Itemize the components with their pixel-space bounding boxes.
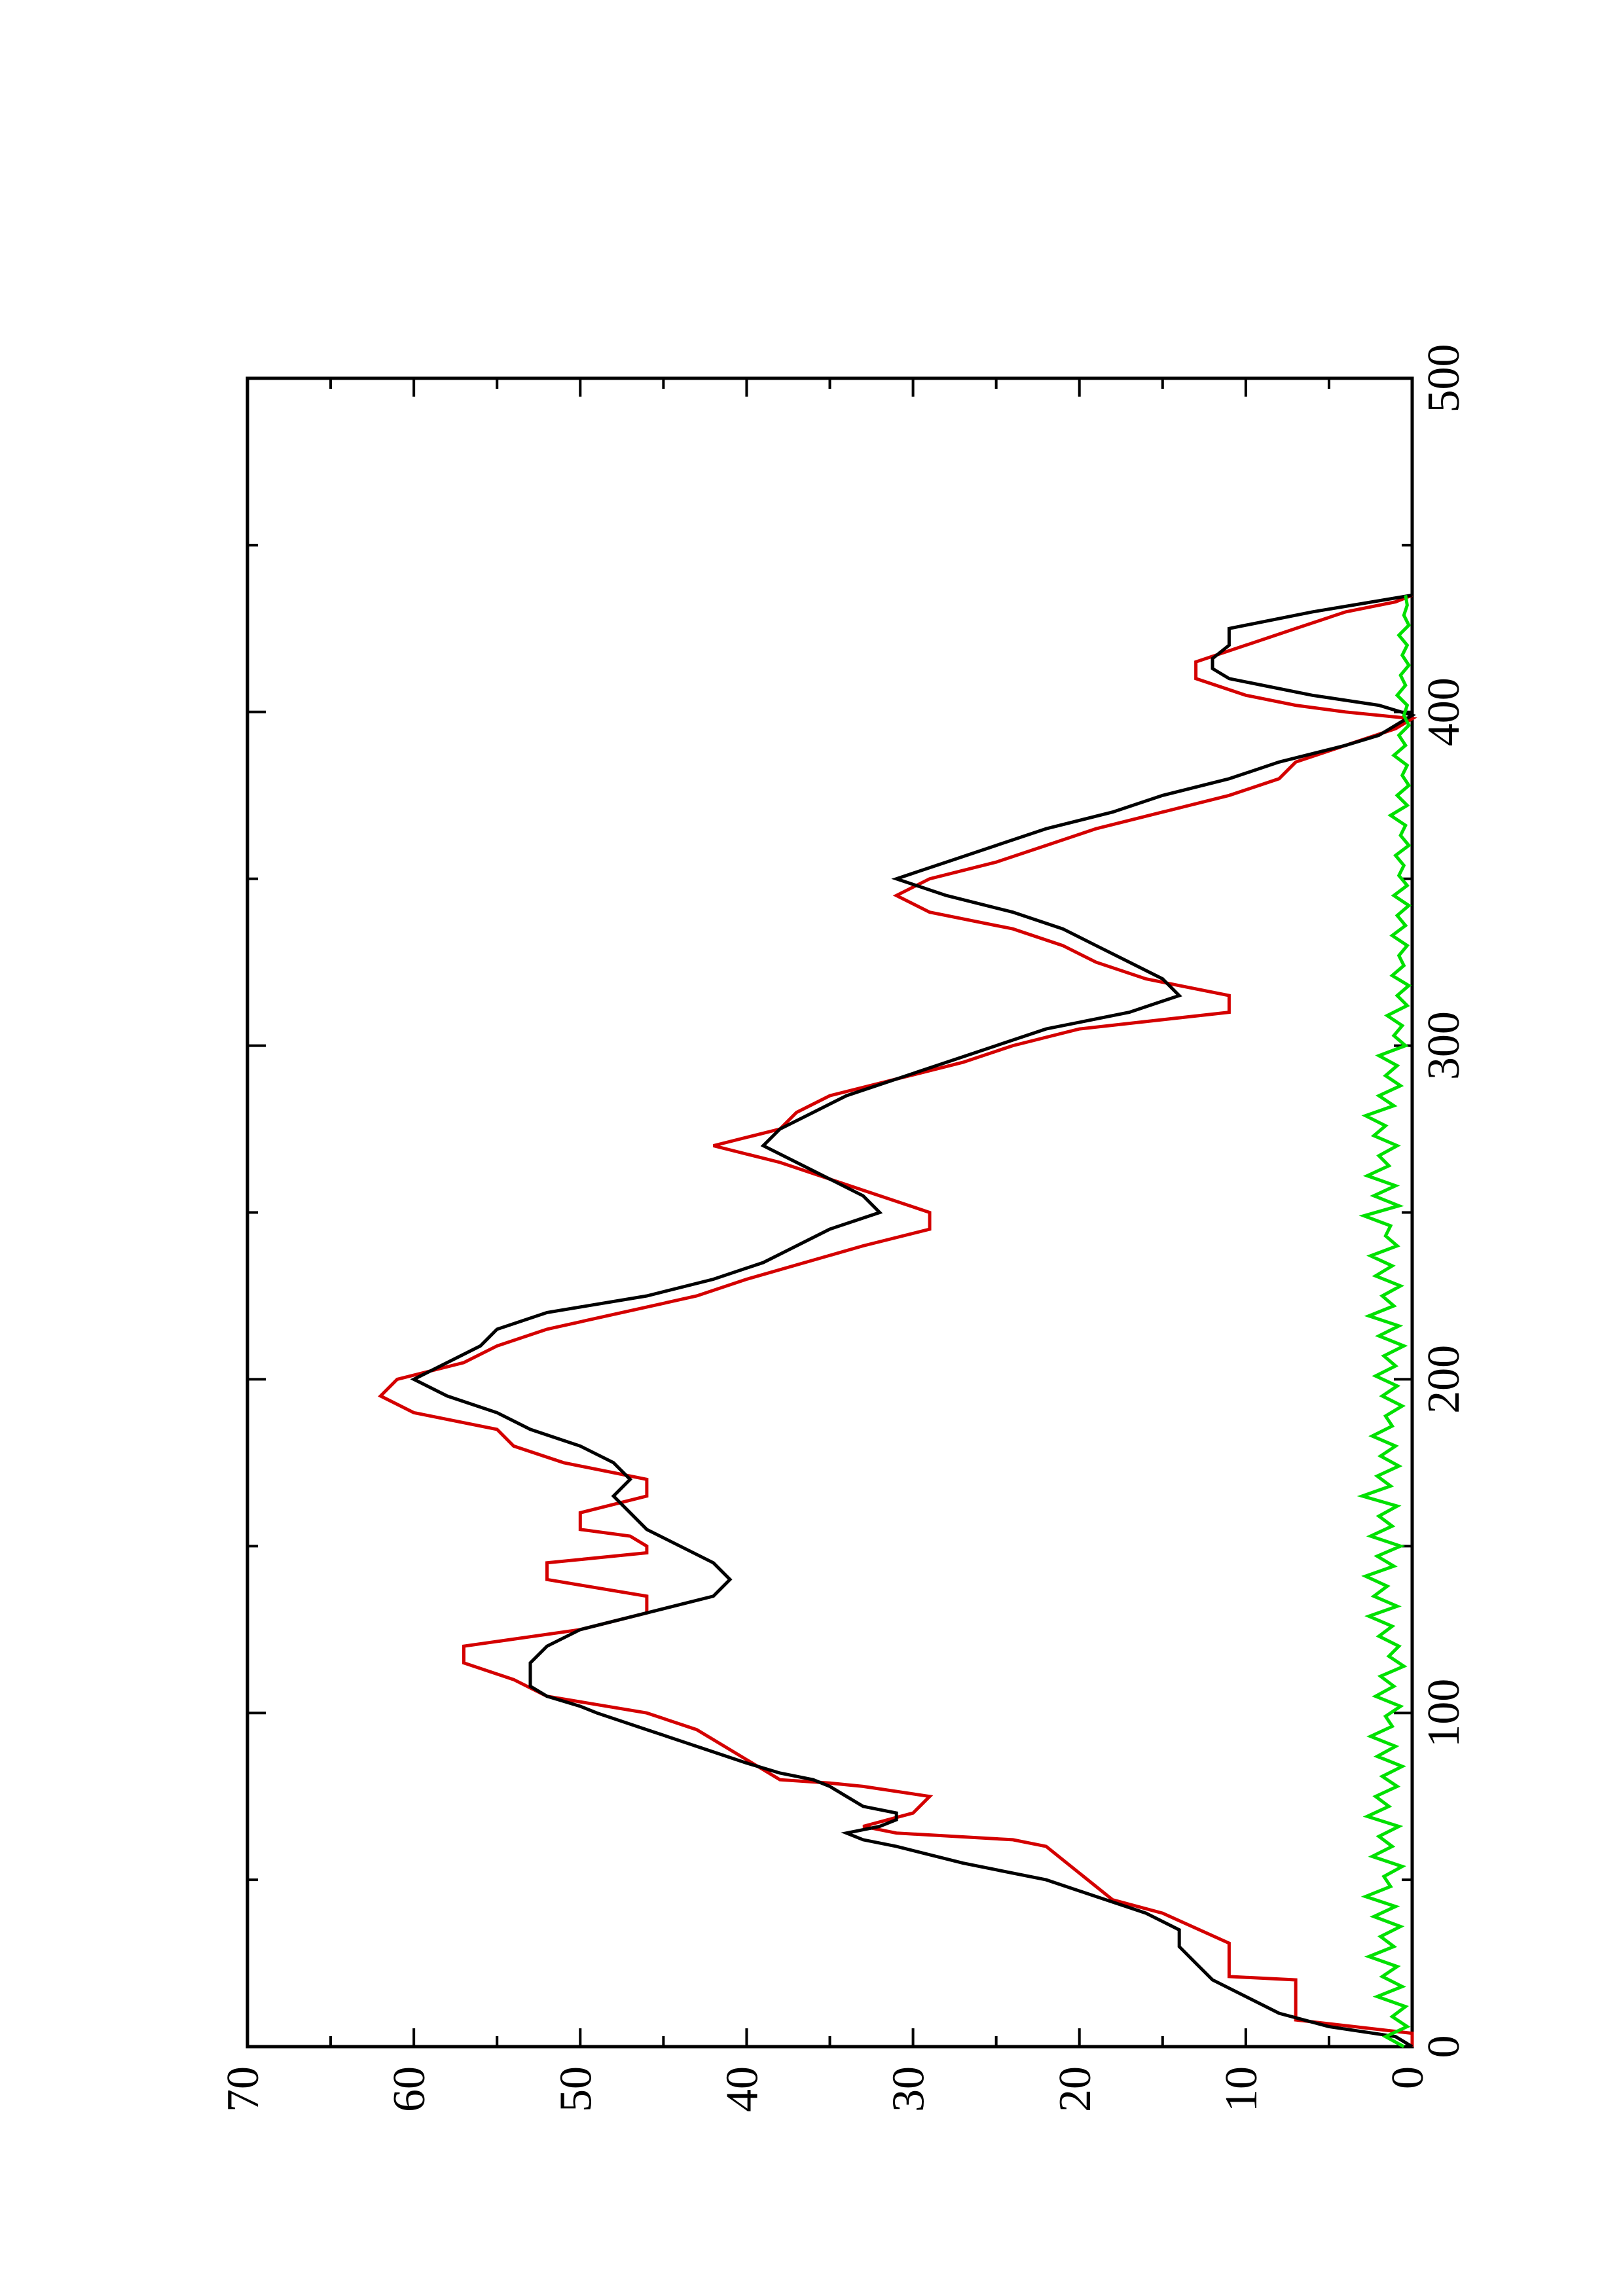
axis-ticks [246,377,1413,2048]
y-tick-label: 10 [1216,2066,1267,2112]
series-line-3 [1357,594,1412,2049]
y-tick-label: 60 [384,2066,435,2112]
x-tick-label: 400 [1419,677,1469,746]
plot-frame [246,376,1414,2049]
data-series [378,593,1417,2049]
y-tick-label: 40 [717,2066,767,2112]
x-tick-label: 500 [1419,344,1469,413]
x-tick-label: 100 [1419,1679,1469,1748]
y-tick-label: 20 [1050,2066,1101,2112]
axis-tick-labels: 0 100 200 300 400 500 0 10 20 30 40 50 60 70 [218,344,1469,2113]
series-line-1 [378,594,1417,2047]
x-tick-label: 0 [1419,2036,1469,2058]
x-tick-label: 300 [1419,1011,1469,1080]
y-tick-label: 50 [551,2066,601,2112]
y-tick-label: 30 [884,2066,934,2112]
y-tick-label: 0 [1383,2066,1433,2089]
y-tick-label: 70 [218,2066,268,2112]
series-line-2 [410,593,1417,2049]
x-tick-label: 200 [1419,1345,1469,1414]
